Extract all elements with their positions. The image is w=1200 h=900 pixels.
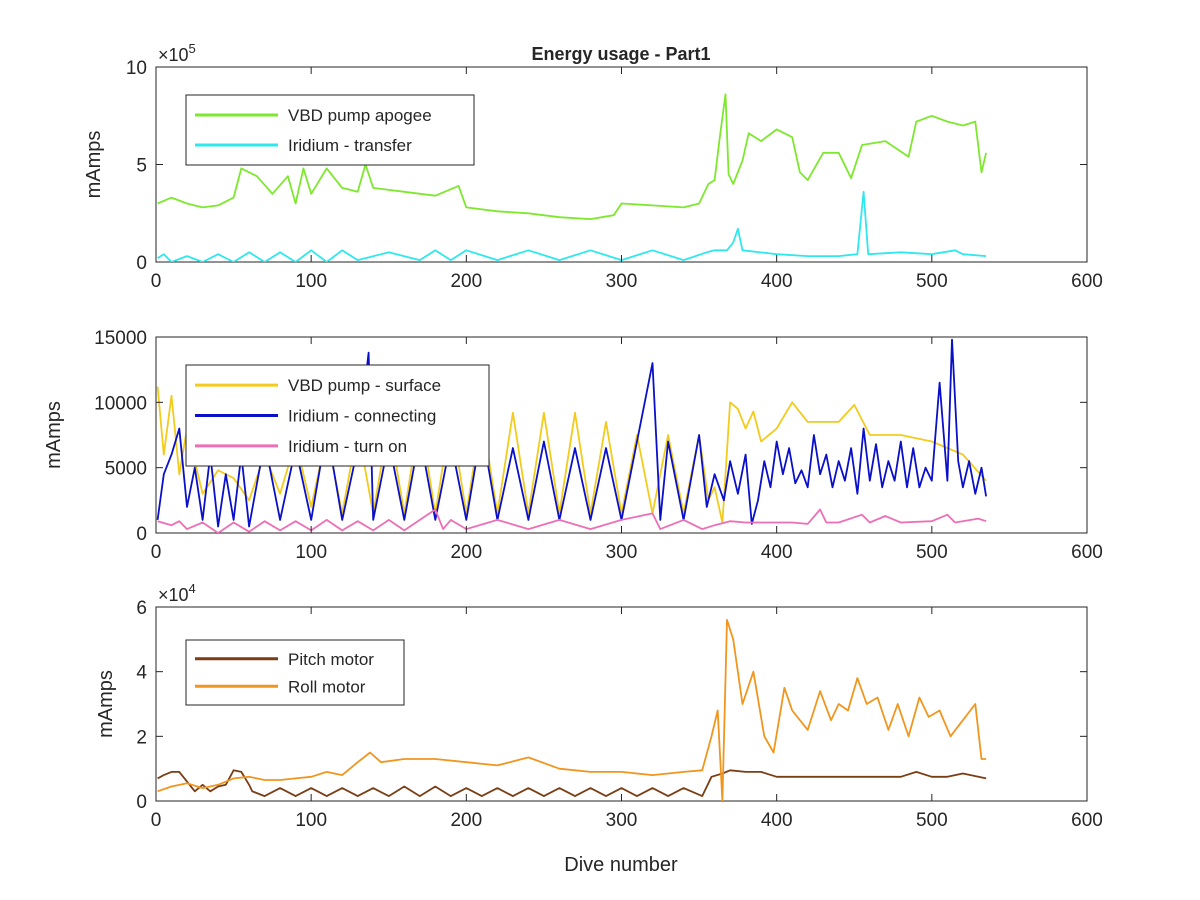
legend-box [185,94,475,166]
x-tick-label: 100 [295,810,327,831]
x-axis-label: Dive number [564,854,678,876]
x-tick-label: 600 [1071,810,1103,831]
legend-label: Pitch motor [288,650,374,669]
legend-box [185,639,405,706]
series-line-1 [157,769,987,797]
x-tick-label: 300 [606,542,638,563]
x-tick-label: 500 [916,542,948,563]
x-tick-label: 200 [450,271,482,292]
x-tick-label: 200 [450,542,482,563]
y-tick-label: 4 [136,663,147,684]
x-tick-label: 100 [295,542,327,563]
legend-label: VBD pump apogee [288,106,432,125]
y-tick-label: 2 [136,727,147,748]
subplot-1: 0 100 200 300 400 500 600 0 5 10 ×105 mAmps VBD pump… [83,41,1103,292]
x-tick-label: 600 [1071,271,1103,292]
x-tick-label: 400 [761,810,793,831]
x-tick-label: 0 [151,271,162,292]
subplot-2: 0 100 200 300 400 500 600 0 5000 10000 15000 mAmps V… [43,328,1103,563]
y-axis-label: mAmps [43,401,65,469]
x-tick-label: 500 [916,810,948,831]
x-tick-label: 300 [606,271,638,292]
y-tick-label: 0 [136,792,147,813]
legend-label: Iridium - connecting [288,407,436,426]
y-tick-label: 5 [136,156,147,177]
legend-label: VBD pump - surface [288,376,441,395]
series-line-1 [157,93,987,220]
x-tick-label: 500 [916,271,948,292]
legend: VBD pump apogee Iridium - transfer [185,94,475,166]
y-tick-label: 15000 [94,328,147,349]
legend: VBD pump - surface Iridium - connecting Ir… [185,364,490,467]
y-exponent-label: ×104 [158,581,196,605]
series-line-3 [157,508,987,533]
x-tick-label: 100 [295,271,327,292]
figure-title: Energy usage - Part1 [531,44,710,64]
x-tick-label: 400 [761,542,793,563]
series-line-2 [157,619,987,801]
x-tick-label: 0 [151,542,162,563]
y-tick-label: 10000 [94,393,147,414]
x-tick-label: 400 [761,271,793,292]
legend: Pitch motor Roll motor [185,639,405,706]
y-tick-label: 5000 [105,459,147,480]
x-tick-label: 0 [151,810,162,831]
legend-label: Iridium - transfer [288,136,412,155]
legend-label: Iridium - turn on [288,437,407,456]
y-tick-label: 6 [136,598,147,619]
legend-label: Roll motor [288,677,366,696]
y-axis-label: mAmps [83,131,105,199]
series-line-2 [157,190,987,262]
y-axis-label: mAmps [95,670,117,738]
x-tick-label: 200 [450,810,482,831]
y-tick-label: 0 [136,253,147,274]
y-tick-label: 10 [126,58,147,79]
series-line-2 [156,338,987,528]
x-tick-label: 600 [1071,542,1103,563]
x-tick-label: 300 [606,810,638,831]
subplot-3: 0 100 200 300 400 500 600 0 2 4 6 ×104 mAmps Pitch mo… [95,581,1103,831]
y-tick-label: 0 [136,524,147,545]
y-exponent-label: ×105 [158,41,196,65]
